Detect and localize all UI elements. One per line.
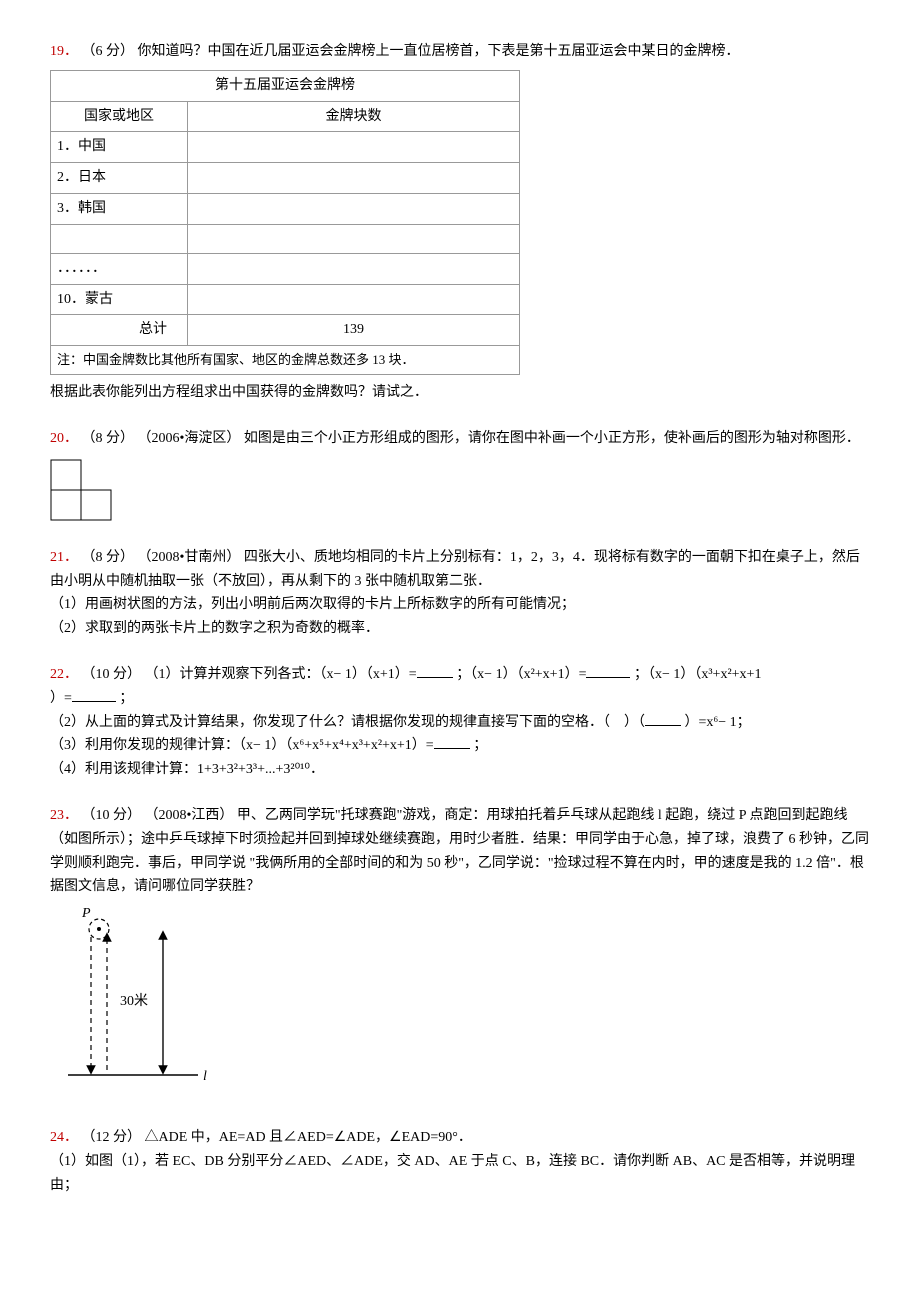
squares-icon — [50, 459, 145, 524]
q22-points: （10 分） — [82, 667, 142, 682]
blank-input[interactable] — [434, 734, 470, 749]
q22-p3a: （3）利用你发现的规律计算：（x− 1）（x⁶+x⁵+x⁴+x³+x²+x+1）… — [50, 738, 434, 753]
blank-input[interactable] — [72, 687, 116, 702]
blank-input[interactable] — [586, 663, 630, 678]
q22-p1a: （1）计算并观察下列各式：（x− 1）（x+1）= — [145, 667, 417, 682]
q21-sub1: （1）用画树状图的方法，列出小明前后两次取得的卡片上所标数字的所有可能情况； — [50, 593, 870, 617]
table-row: 2．日本 — [51, 163, 520, 194]
q20-figure — [50, 459, 870, 524]
q22-p2a: （2）从上面的算式及计算结果，你发现了什么？请根据你发现的规律直接写下面的空格．… — [50, 715, 645, 730]
q20-number: 20． — [50, 431, 78, 446]
total-value: 139 — [188, 315, 520, 346]
table-row: 10．蒙古 — [51, 284, 520, 315]
q19-after: 根据此表你能列出方程组求出中国获得的金牌数吗？请试之． — [50, 381, 870, 405]
total-label: 总计 — [51, 315, 188, 346]
question-19: 19． （6 分） 你知道吗？中国在近几届亚运会金牌榜上一直位居榜首，下表是第十… — [50, 40, 870, 405]
q19-text: 你知道吗？中国在近几届亚运会金牌榜上一直位居榜首，下表是第十五届亚运会中某日的金… — [138, 44, 740, 59]
question-21: 21． （8 分） （2008•甘南州） 四张大小、质地均相同的卡片上分别标有：… — [50, 546, 870, 641]
q22-line1b: ）= ； — [50, 687, 870, 711]
q22-line3: （3）利用你发现的规律计算：（x− 1）（x⁶+x⁵+x⁴+x³+x²+x+1）… — [50, 734, 870, 758]
label-l: l — [203, 1069, 207, 1084]
q24-intro: △ADE 中，AE=AD 且∠AED=∠ADE，∠EAD=90°． — [145, 1130, 472, 1145]
q21-points: （8 分） — [82, 550, 135, 565]
q22-line1: 22． （10 分） （1）计算并观察下列各式：（x− 1）（x+1）= ；（x… — [50, 663, 870, 687]
question-23: 23． （10 分） （2008•江西） 甲、乙两同学玩"托球赛跑"游戏，商定：… — [50, 804, 870, 1104]
q20-source: （2006•海淀区） — [138, 431, 241, 446]
q19-number: 19． — [50, 44, 78, 59]
q19-points: （6 分） — [82, 44, 135, 59]
q20-points: （8 分） — [82, 431, 135, 446]
q23-points: （10 分） — [82, 808, 142, 823]
q24-points: （12 分） — [82, 1130, 142, 1145]
q22-line4: （4）利用该规律计算：1+3+3²+3³+...+3²⁰¹⁰． — [50, 758, 870, 782]
question-20: 20． （8 分） （2006•海淀区） 如图是由三个小正方形组成的图形，请你在… — [50, 427, 870, 524]
label-p: P — [81, 906, 91, 921]
question-24: 24． （12 分） △ADE 中，AE=AD 且∠AED=∠ADE，∠EAD=… — [50, 1126, 870, 1197]
blank-input[interactable] — [417, 663, 453, 678]
q23-figure: P 30米 l — [68, 905, 870, 1104]
table-note: 注：中国金牌数比其他所有国家、地区的金牌总数还多 13 块． — [51, 346, 520, 375]
q24-sub1: （1）如图（1），若 EC、DB 分别平分∠AED、∠ADE，交 AD、AE 于… — [50, 1150, 870, 1198]
q22-p1e: ； — [119, 691, 133, 706]
table-row: 1．中国 — [51, 132, 520, 163]
table-header-row: 国家或地区 金牌块数 — [51, 101, 520, 132]
question-22: 22． （10 分） （1）计算并观察下列各式：（x− 1）（x+1）= ；（x… — [50, 663, 870, 782]
q22-p3b: ； — [473, 738, 487, 753]
table-title: 第十五届亚运会金牌榜 — [51, 70, 520, 101]
table-row: 3．韩国 — [51, 193, 520, 224]
q22-p1d: ）= — [50, 691, 72, 706]
q21-sub2: （2）求取到的两张卡片上的数字之积为奇数的概率． — [50, 617, 870, 641]
track-diagram-icon: P 30米 l — [68, 905, 238, 1095]
q22-line2: （2）从上面的算式及计算结果，你发现了什么？请根据你发现的规律直接写下面的空格．… — [50, 711, 870, 735]
table-row: ．．．．．． — [51, 253, 520, 284]
col2-header: 金牌块数 — [188, 101, 520, 132]
q24-number: 24． — [50, 1130, 78, 1145]
label-distance: 30米 — [120, 993, 148, 1009]
q22-p1b: ；（x− 1）（x²+x+1）= — [456, 667, 586, 682]
col1-header: 国家或地区 — [51, 101, 188, 132]
q23-source: （2008•江西） — [145, 808, 234, 823]
q22-number: 22． — [50, 667, 78, 682]
table-title-row: 第十五届亚运会金牌榜 — [51, 70, 520, 101]
table-note-row: 注：中国金牌数比其他所有国家、地区的金牌总数还多 13 块． — [51, 346, 520, 375]
q20-text: 如图是由三个小正方形组成的图形，请你在图中补画一个小正方形，使补画后的图形为轴对… — [244, 431, 860, 446]
q23-number: 23． — [50, 808, 78, 823]
q21-source: （2008•甘南州） — [138, 550, 241, 565]
q22-p2b: ）=x⁶− 1； — [685, 715, 751, 730]
table-row — [51, 224, 520, 253]
q22-p1c: ；（x− 1）（x³+x²+x+1 — [634, 667, 761, 682]
blank-input[interactable] — [645, 711, 681, 726]
q21-number: 21． — [50, 550, 78, 565]
table-total-row: 总计 139 — [51, 315, 520, 346]
medal-table: 第十五届亚运会金牌榜 国家或地区 金牌块数 1．中国 2．日本 3．韩国 ．．．… — [50, 70, 520, 375]
